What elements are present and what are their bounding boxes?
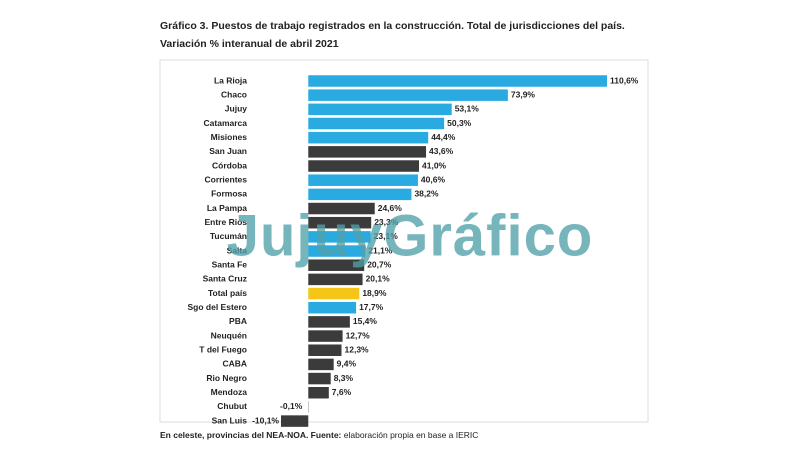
category-label: Corrientes xyxy=(204,174,247,184)
value-label: 41,0% xyxy=(422,160,447,170)
bar xyxy=(308,259,365,271)
bar xyxy=(308,103,452,116)
bar xyxy=(308,344,342,356)
value-label: 24,6% xyxy=(378,203,403,213)
value-label: 23,3% xyxy=(374,217,399,227)
category-label: Salta xyxy=(227,245,248,255)
bar xyxy=(308,89,508,101)
value-label: 18,9% xyxy=(362,288,387,298)
category-label: Sgo del Estero xyxy=(187,302,247,312)
value-label: 20,1% xyxy=(366,274,391,284)
value-label: 15,4% xyxy=(353,316,378,326)
category-label: Entre Rios xyxy=(204,217,247,227)
category-label: CABA xyxy=(222,359,247,369)
bar xyxy=(308,245,366,257)
bar xyxy=(308,160,420,172)
bar xyxy=(308,188,412,201)
category-label: San Juan xyxy=(209,146,247,156)
footnote: En celeste, provincias del NEA-NOA. Fuen… xyxy=(160,430,478,440)
category-label: PBA xyxy=(229,316,247,326)
value-label: 44,4% xyxy=(431,132,456,142)
footnote-text: elaboración propia en base a IERIC xyxy=(344,430,479,440)
value-label: 20,7% xyxy=(367,259,392,269)
bar xyxy=(308,146,427,158)
value-label: 43,6% xyxy=(429,146,454,156)
bar xyxy=(308,131,429,144)
bar xyxy=(308,202,375,215)
category-label: T del Fuego xyxy=(199,344,247,354)
value-label: 50,3% xyxy=(447,118,472,128)
bar xyxy=(308,117,445,130)
value-label: 40,6% xyxy=(421,174,446,184)
watermark: JujuyGráfico xyxy=(227,203,594,268)
category-label: Neuquén xyxy=(211,330,247,340)
value-label: 73,9% xyxy=(511,89,536,99)
category-label: Córdoba xyxy=(212,160,247,170)
category-label: La Rioja xyxy=(214,75,247,85)
value-label: 110,6% xyxy=(610,75,639,85)
category-label: Jujuy xyxy=(225,104,247,114)
bar xyxy=(308,216,372,229)
category-label: Chubut xyxy=(217,401,247,411)
chart-subtitle: Variación % interanual de abril 2021 xyxy=(160,38,339,50)
value-label: 21,1% xyxy=(368,245,393,255)
category-label: San Luis xyxy=(212,415,248,425)
bar xyxy=(308,372,331,385)
value-label: -10,1% xyxy=(252,415,279,425)
value-label: 38,2% xyxy=(414,189,439,199)
category-label: Santa Fe xyxy=(212,259,248,269)
category-label: Rio Negro xyxy=(206,373,247,383)
category-label: Mendoza xyxy=(211,387,248,397)
bar xyxy=(308,287,360,300)
bar xyxy=(308,316,350,328)
value-label: 12,7% xyxy=(346,330,371,340)
value-label: -0,1% xyxy=(280,401,303,411)
value-label: 17,7% xyxy=(359,302,384,312)
category-label: Chaco xyxy=(221,89,247,99)
value-label: 8,3% xyxy=(334,373,354,383)
value-label: 53,1% xyxy=(455,104,480,114)
bar xyxy=(308,75,607,87)
bar xyxy=(308,174,418,186)
plot: La Rioja 110,6% Chaco 73,9% Jujuy 53,1% Catama… xyxy=(187,75,639,427)
footnote-bold: En celeste, provincias del NEA-NOA. Fuen… xyxy=(160,430,342,440)
bar xyxy=(308,386,329,399)
bar xyxy=(308,358,334,371)
category-label: Catamarca xyxy=(204,118,248,128)
category-label: La Pampa xyxy=(207,203,247,213)
bar xyxy=(308,231,371,243)
value-label: 9,4% xyxy=(337,359,357,369)
value-label: 23,1% xyxy=(374,231,399,241)
category-label: Misiones xyxy=(211,132,248,142)
category-label: Total país xyxy=(208,288,247,298)
value-label: 12,3% xyxy=(345,344,370,354)
bar xyxy=(308,273,363,286)
chart-title: Gráfico 3. Puestos de trabajo registrado… xyxy=(160,20,625,32)
bar xyxy=(281,415,309,427)
category-label: Tucumán xyxy=(210,231,247,241)
bar xyxy=(308,301,357,314)
category-label: Santa Cruz xyxy=(203,274,247,284)
bar xyxy=(308,330,343,342)
category-label: Formosa xyxy=(211,189,247,199)
value-label: 7,6% xyxy=(332,387,352,397)
